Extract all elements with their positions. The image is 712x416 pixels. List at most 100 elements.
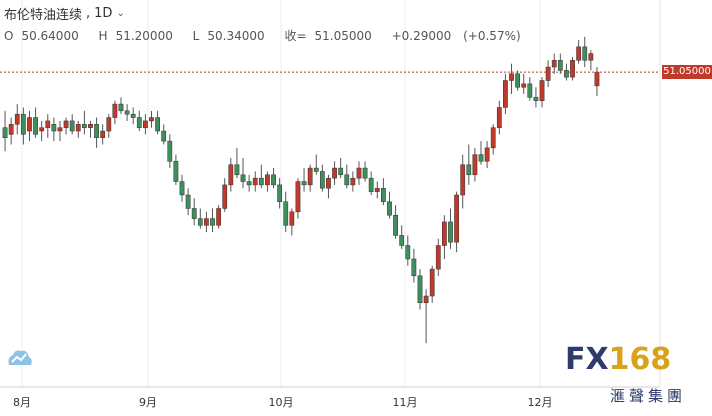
candle-body-down bbox=[124, 110, 130, 115]
symbol-name[interactable]: 布伦特油连续 bbox=[4, 8, 83, 23]
candle-body-down bbox=[564, 70, 569, 78]
candle bbox=[326, 174, 331, 199]
candle bbox=[252, 171, 258, 192]
candle bbox=[478, 141, 484, 165]
candle-body-up bbox=[8, 124, 14, 135]
candle bbox=[289, 208, 295, 236]
candle bbox=[51, 117, 57, 142]
candle bbox=[167, 134, 173, 169]
candle-body-down bbox=[81, 124, 87, 128]
candle bbox=[106, 114, 112, 138]
candle-body-up bbox=[570, 60, 575, 78]
candle bbox=[191, 198, 197, 226]
candle bbox=[228, 157, 234, 192]
candle bbox=[149, 110, 154, 128]
candle-body-down bbox=[277, 184, 283, 202]
candle bbox=[112, 100, 118, 125]
candle-body-down bbox=[51, 124, 57, 132]
candle-body-up bbox=[490, 127, 496, 149]
candle-body-up bbox=[472, 154, 478, 176]
low-value: L 50.34000 bbox=[192, 29, 265, 43]
candle bbox=[240, 157, 246, 189]
candle-body-down bbox=[368, 177, 374, 192]
candle bbox=[33, 107, 38, 138]
candle-body-down bbox=[185, 194, 191, 209]
candle bbox=[454, 191, 459, 253]
tradingview-logo-icon[interactable] bbox=[5, 345, 33, 369]
candle bbox=[557, 53, 563, 74]
candle bbox=[313, 154, 319, 175]
candle-body-up bbox=[551, 60, 557, 68]
candle-body-down bbox=[69, 120, 75, 132]
change-percent: (+0.57%) bbox=[463, 29, 521, 43]
candle-body-up bbox=[295, 181, 301, 213]
candle-body-down bbox=[136, 117, 142, 128]
candle bbox=[136, 110, 142, 132]
candle bbox=[380, 178, 386, 206]
candle-body-up bbox=[429, 268, 435, 297]
candle bbox=[222, 178, 228, 212]
candle bbox=[417, 269, 423, 310]
candle bbox=[216, 205, 222, 229]
candle bbox=[490, 124, 496, 155]
watermark-logo: FX168 bbox=[565, 342, 672, 377]
candle-body-down bbox=[2, 127, 8, 139]
candle-body-down bbox=[179, 181, 185, 196]
candle-body-up bbox=[204, 218, 209, 226]
candle bbox=[301, 168, 307, 192]
candle bbox=[484, 141, 490, 169]
candle-body-down bbox=[197, 218, 203, 226]
candle bbox=[570, 56, 575, 81]
candle bbox=[234, 147, 240, 179]
candle bbox=[246, 174, 252, 192]
chart-header: 布伦特油连续, 1D ⌄ bbox=[4, 4, 125, 23]
candle bbox=[539, 77, 545, 108]
candle bbox=[374, 181, 380, 199]
candle bbox=[472, 147, 478, 182]
candle bbox=[197, 208, 203, 229]
candle-body-down bbox=[240, 174, 246, 182]
candle bbox=[533, 87, 539, 108]
candle bbox=[332, 161, 337, 185]
candle-body-down bbox=[234, 164, 240, 176]
candle bbox=[368, 171, 374, 195]
candle bbox=[356, 161, 362, 185]
candle bbox=[551, 53, 557, 74]
candle bbox=[564, 63, 569, 81]
interval-label[interactable]: 1D bbox=[94, 6, 113, 21]
candle bbox=[319, 164, 325, 192]
candle-body-down bbox=[362, 167, 368, 179]
candle bbox=[155, 110, 160, 135]
candle bbox=[435, 238, 441, 276]
watermark-subtitle: 滙聲集團 bbox=[610, 387, 687, 405]
candle-body-up bbox=[57, 127, 63, 132]
x-axis-tick-label: 11月 bbox=[393, 396, 418, 409]
candle-body-down bbox=[191, 208, 197, 219]
open-value: O 50.64000 bbox=[4, 29, 79, 43]
candle bbox=[143, 114, 148, 135]
chevron-down-icon[interactable]: ⌄ bbox=[116, 8, 125, 19]
candle-body-up bbox=[539, 80, 545, 101]
candle bbox=[503, 73, 508, 115]
candle bbox=[576, 40, 582, 64]
candle bbox=[63, 117, 69, 135]
candle bbox=[338, 157, 344, 179]
candle bbox=[20, 107, 26, 145]
candle bbox=[27, 110, 32, 142]
candle-body-up bbox=[228, 164, 234, 186]
change-value: +0.29000 bbox=[391, 29, 452, 43]
candle-body-down bbox=[20, 113, 26, 135]
candle bbox=[57, 120, 63, 142]
candle-body-up bbox=[143, 120, 148, 128]
candle-body-up bbox=[100, 130, 106, 139]
candle bbox=[496, 100, 502, 135]
candle-body-down bbox=[399, 235, 405, 246]
candle bbox=[179, 174, 185, 202]
candle bbox=[210, 208, 215, 233]
candle-body-up bbox=[374, 188, 380, 192]
candle-body-up bbox=[75, 124, 81, 132]
candle-body-up bbox=[484, 147, 490, 162]
candle-body-up bbox=[307, 167, 313, 186]
candle-body-up bbox=[496, 107, 502, 128]
